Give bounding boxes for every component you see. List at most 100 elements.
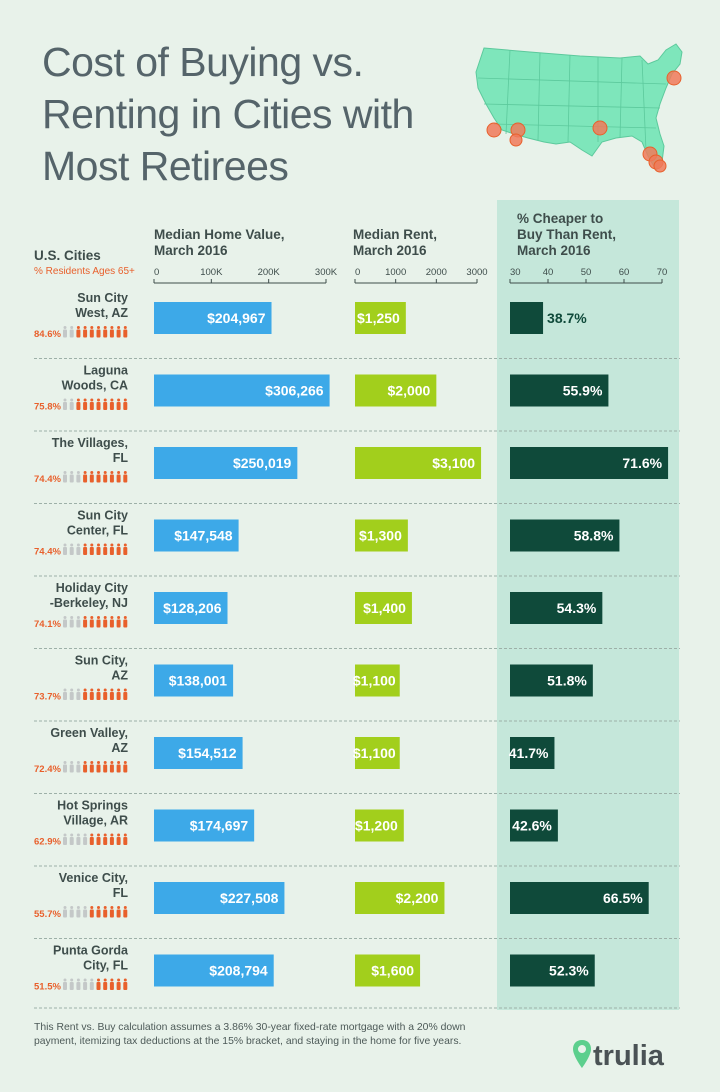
person-icon-head	[110, 616, 114, 619]
person-icon-head	[110, 761, 114, 764]
person-icon-head	[63, 906, 67, 909]
rent-data-label: $2,200	[396, 890, 439, 906]
person-icon-head	[63, 688, 67, 692]
cheaper-bar	[510, 302, 544, 334]
person-icon-body	[116, 619, 121, 628]
person-icon-body	[123, 474, 128, 483]
rent-header: Median Rent, March 2016	[353, 227, 437, 259]
city-name-line-1: Sun City,	[75, 654, 128, 668]
person-icon-head	[103, 471, 107, 474]
rent-tick-label: 3000	[466, 267, 487, 278]
residents-column-header: % Residents Ages 65+	[34, 266, 135, 277]
residents-percent: 73.7%	[34, 692, 61, 703]
person-icon-body	[116, 982, 121, 990]
person-icon-body	[89, 474, 94, 483]
person-icon-head	[97, 471, 100, 474]
person-icon-body	[96, 474, 101, 483]
person-icon-body	[89, 692, 94, 700]
person-icon-body	[76, 764, 81, 773]
person-icon-body	[69, 692, 74, 700]
person-icon-head	[70, 398, 74, 402]
cheaper-tick-label: 40	[543, 267, 554, 278]
cheaper-bar	[510, 519, 620, 552]
home-value-data-label: $227,508	[220, 890, 279, 906]
person-icon-head	[123, 616, 127, 619]
cheaper-data-label: 41.7%	[509, 745, 549, 761]
person-icon-head	[83, 688, 87, 692]
person-icon-body	[103, 402, 108, 410]
cheaper-data-label: 55.9%	[563, 383, 603, 399]
person-icon-body	[103, 909, 108, 918]
person-icon-body	[103, 329, 108, 338]
person-icon-head	[63, 616, 67, 619]
person-icon-head	[76, 833, 80, 837]
cheaper-data-label: 42.6%	[512, 818, 552, 834]
person-icon-head	[70, 688, 74, 692]
person-icon-head	[123, 906, 127, 909]
home-value-bar	[154, 519, 239, 552]
person-icon-body	[123, 764, 128, 773]
person-icon-head	[90, 833, 94, 837]
home-value-bar	[154, 374, 330, 407]
person-icon-head	[97, 978, 100, 982]
person-icon-head	[103, 398, 107, 402]
person-icon-head	[76, 906, 80, 909]
person-icon-head	[70, 906, 74, 909]
person-icon-body	[103, 837, 108, 845]
person-icon-head	[70, 543, 74, 547]
city-name-line-1: Punta Gorda	[53, 944, 129, 958]
person-icon-body	[116, 909, 121, 918]
person-icon-head	[110, 398, 114, 402]
residents-percent: 74.4%	[34, 547, 61, 558]
rent-bar	[355, 519, 408, 552]
cheaper-header-line-3: March 2016	[517, 243, 591, 258]
home-value-tick-label: 200K	[258, 267, 281, 278]
person-icon-body	[116, 837, 121, 845]
home-value-data-label: $128,206	[163, 600, 222, 616]
person-icon-body	[103, 547, 108, 555]
person-icon-head	[117, 906, 121, 909]
person-icon-body	[96, 837, 101, 845]
city-name-line-2: AZ	[111, 741, 128, 755]
person-icon-body	[76, 402, 81, 410]
person-icon-head	[70, 326, 74, 329]
person-icon-body	[63, 402, 67, 410]
home-value-data-label: $138,001	[169, 673, 228, 689]
home-value-header-line-2: March 2016	[154, 243, 228, 258]
person-icon-head	[83, 616, 87, 619]
person-icon-head	[117, 978, 121, 982]
person-icon-body	[83, 982, 88, 990]
person-icon-head	[83, 978, 87, 982]
person-icon-head	[103, 543, 107, 547]
person-icon-head	[63, 398, 67, 402]
city-name-line-1: Hot Springs	[57, 799, 128, 813]
person-icon-body	[83, 764, 88, 773]
rent-data-label: $2,000	[388, 383, 431, 399]
rent-bar	[355, 374, 437, 407]
person-icon-body	[96, 619, 101, 628]
person-icon-body	[123, 329, 128, 338]
chart-title: Cost of Buying vs. Renting in Cities wit…	[42, 36, 482, 192]
person-icon-head	[103, 326, 107, 329]
city-name-line-2: FL	[113, 451, 129, 465]
person-icon-body	[103, 982, 108, 990]
cheaper-bar	[510, 809, 558, 842]
residents-percent: 51.5%	[34, 982, 61, 993]
city-name-line-2: Village, AR	[63, 814, 128, 828]
residents-percent: 74.4%	[34, 474, 61, 485]
rent-tick-label: 0	[355, 267, 360, 278]
person-icon-head	[90, 616, 94, 619]
map-state-lines	[477, 49, 667, 151]
person-icon-body	[109, 982, 114, 990]
person-icon-body	[83, 329, 88, 338]
person-icon-body	[89, 402, 94, 410]
person-icon-body	[76, 474, 81, 483]
person-icon-body	[63, 474, 67, 483]
home-value-data-label: $250,019	[233, 455, 292, 471]
person-icon-head	[83, 833, 87, 837]
person-icon-head	[63, 978, 67, 982]
map-city-markers	[486, 70, 682, 173]
person-icon-head	[97, 906, 100, 909]
person-icon-head	[76, 326, 80, 329]
